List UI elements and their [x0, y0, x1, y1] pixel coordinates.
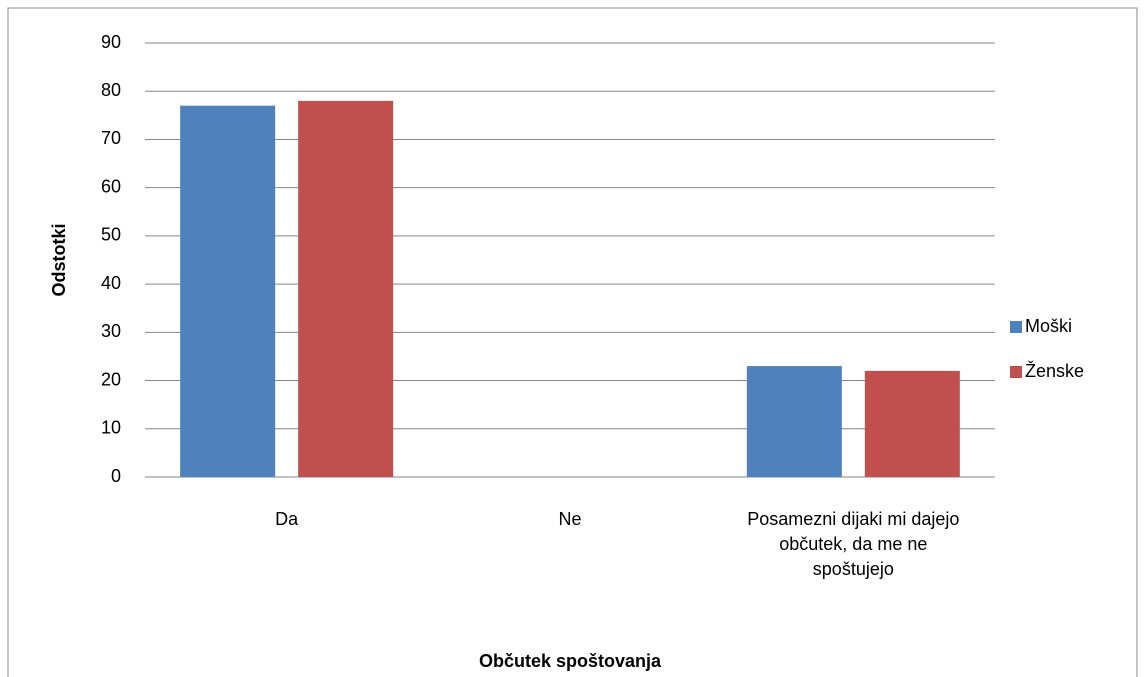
bar — [746, 366, 842, 477]
x-axis-label: Občutek spoštovanja — [479, 651, 662, 671]
bar — [180, 105, 276, 477]
y-tick-label: 20 — [101, 369, 121, 389]
x-tick-label: Da — [275, 509, 299, 529]
y-axis-label: Odstotki — [49, 223, 69, 296]
y-tick-label: 40 — [101, 273, 121, 293]
y-tick-label: 70 — [101, 128, 121, 148]
y-tick-label: 0 — [111, 466, 121, 486]
y-tick-label: 10 — [101, 418, 121, 438]
y-tick-label: 30 — [101, 321, 121, 341]
chart-border — [7, 7, 1138, 677]
y-tick-label: 60 — [101, 176, 121, 196]
bar — [864, 370, 960, 477]
y-tick-label: 50 — [101, 225, 121, 245]
legend-swatch — [1010, 366, 1022, 378]
legend-label: Ženske — [1025, 361, 1084, 381]
bar — [298, 100, 394, 477]
legend-swatch — [1010, 321, 1022, 333]
x-tick-label: Ne — [558, 509, 582, 529]
y-tick-label: 80 — [101, 80, 121, 100]
legend-label: Moški — [1025, 316, 1072, 336]
x-tick-label: Posamezni dijaki mi dajejo občutek, da m… — [747, 509, 960, 579]
y-tick-label: 90 — [101, 32, 121, 52]
